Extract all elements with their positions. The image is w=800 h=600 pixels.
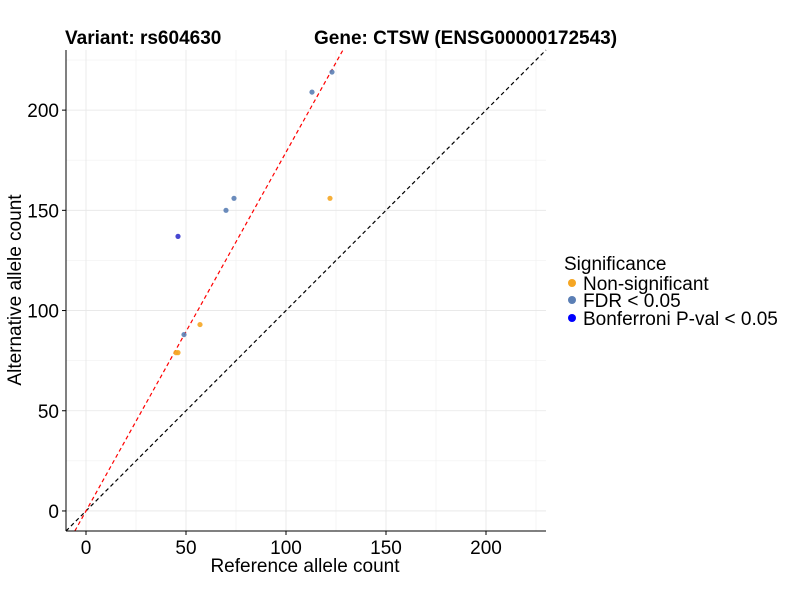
y-axis-ticks: 0 50 100 150 200 [27,101,66,523]
legend-label-non-significant: Non-significant [583,274,709,295]
identity-line [65,49,547,532]
y-tick-label: 150 [27,201,59,222]
x-tick-label: 50 [175,538,196,559]
axes [65,50,546,532]
fit-line [74,49,344,532]
data-point-series-1 [223,207,229,213]
y-tick-label: 200 [27,101,59,122]
y-axis-title: Alternative allele count [5,194,26,386]
reference-lines [65,49,547,532]
x-axis-title: Reference allele count [210,556,400,577]
legend-label-fdr: FDR < 0.05 [583,291,681,312]
legend: Significance Non-significant FDR < 0.05 … [564,254,778,330]
x-axis-ticks: 0 50 100 150 200 [81,531,502,559]
legend-key-bonferroni [568,314,576,322]
data-point-series-2 [175,233,181,239]
data-points [173,69,335,356]
data-point-series-1 [231,195,237,201]
legend-item-bonferroni: Bonferroni P-val < 0.05 [568,309,778,330]
x-tick-label: 200 [470,538,502,559]
data-point-series-1 [181,331,187,338]
y-tick-label: 100 [27,302,59,323]
legend-item-fdr: FDR < 0.05 [568,291,681,312]
x-tick-label: 150 [370,538,402,559]
y-tick-label: 50 [38,402,59,423]
legend-item-non-significant: Non-significant [568,274,709,295]
legend-label-bonferroni: Bonferroni P-val < 0.05 [583,309,778,330]
data-point-series-0 [197,321,203,328]
grid-minor [66,50,546,531]
title-gene: Gene: CTSW (ENSG00000172543) [314,28,617,49]
legend-key-fdr [568,296,576,304]
data-point-series-1 [309,89,315,95]
data-point-series-0 [175,350,181,356]
data-point-series-0 [327,195,333,201]
legend-key-non-significant [568,279,576,287]
grid-major [66,50,546,531]
data-point-series-1 [329,69,335,75]
y-tick-label: 0 [48,502,59,523]
legend-title: Significance [564,254,666,275]
x-tick-label: 0 [81,538,92,559]
title-variant: Variant: rs604630 [65,28,221,49]
x-tick-label: 100 [270,538,302,559]
